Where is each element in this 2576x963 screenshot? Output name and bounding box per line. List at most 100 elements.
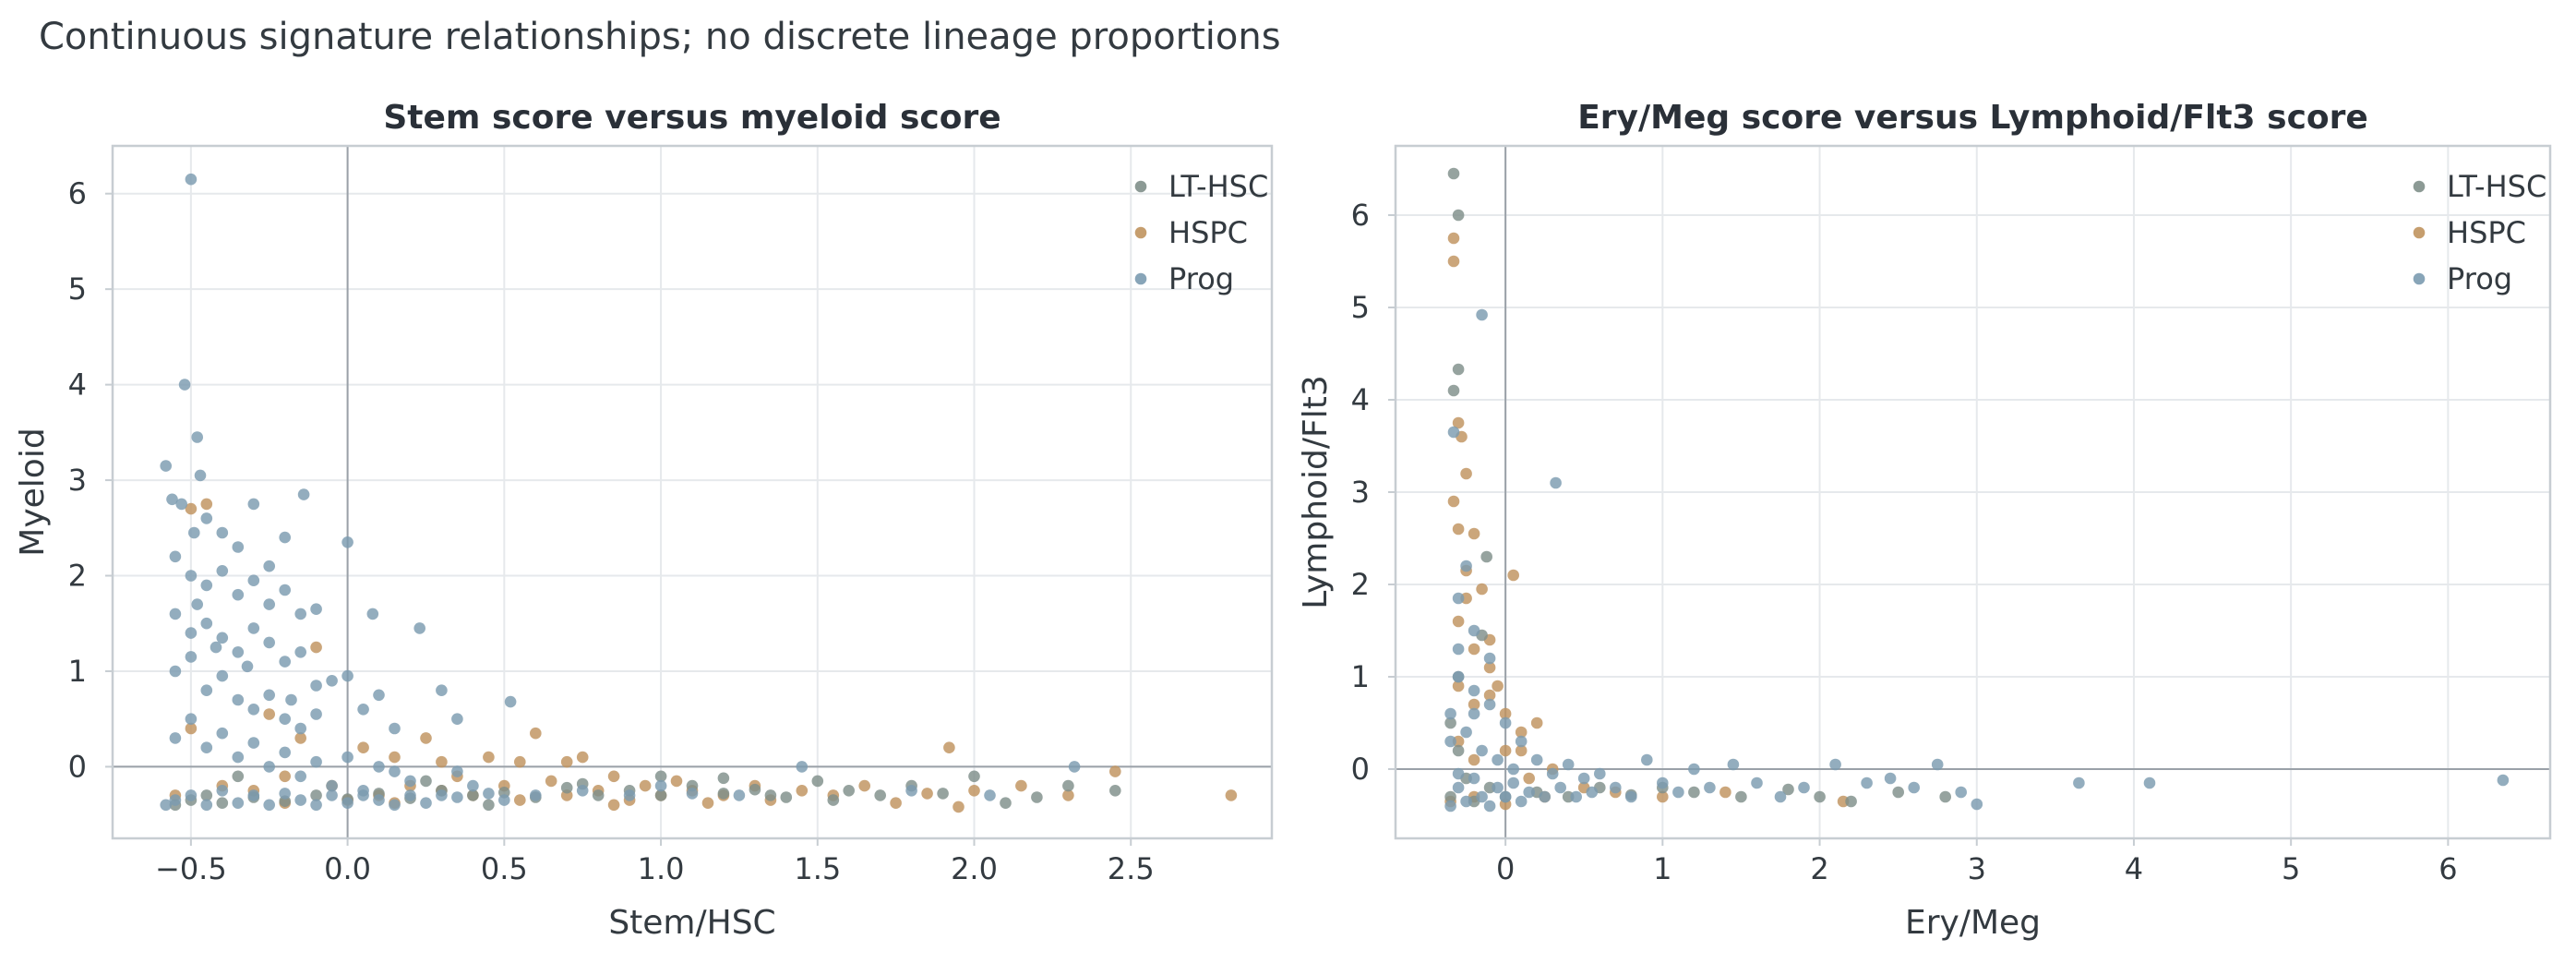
x-tick-label: 1.0	[638, 851, 685, 886]
scatter-point-prog	[1492, 781, 1504, 794]
scatter-point-lt-hsc	[467, 789, 479, 801]
scatter-point-prog	[263, 799, 276, 812]
scatter-point-prog	[263, 689, 276, 702]
scatter-point-prog	[373, 761, 385, 773]
scatter-point-prog	[1468, 707, 1480, 720]
scatter-point-prog	[1955, 786, 1967, 799]
scatter-point-prog	[1483, 800, 1496, 813]
scatter-point-lt-hsc	[811, 775, 824, 788]
scatter-point-prog	[310, 799, 322, 812]
scatter-point-hspc	[1468, 753, 1480, 766]
legend: LT-HSC HSPC Prog	[1134, 169, 1268, 296]
legend-marker-hspc	[2413, 226, 2426, 239]
scatter-point-hspc	[1225, 789, 1238, 801]
y-tick-label: 3	[68, 463, 87, 498]
scatter-point-prog	[1562, 758, 1575, 771]
scatter-point-prog	[1483, 652, 1496, 665]
scatter-point-lt-hsc	[216, 797, 229, 809]
scatter-point-lt-hsc	[843, 785, 855, 797]
scatter-point-lt-hsc	[1031, 791, 1043, 803]
scatter-point-hspc	[890, 797, 902, 809]
scatter-point-prog	[216, 526, 229, 539]
scatter-point-prog	[1798, 781, 1810, 794]
scatter-point-prog	[294, 794, 307, 806]
scatter-point-hspc	[1499, 707, 1512, 720]
scatter-point-prog	[451, 765, 463, 777]
scatter-point-prog	[294, 722, 307, 735]
scatter-point-prog	[247, 622, 260, 634]
y-tick-label: 0	[68, 749, 87, 784]
scatter-point-lt-hsc	[717, 788, 730, 800]
scatter-point-prog	[185, 570, 198, 582]
scatter-point-prog	[185, 627, 198, 639]
scatter-point-prog	[1468, 624, 1480, 637]
scatter-point-hspc	[1460, 467, 1472, 480]
scatter-point-lt-hsc	[200, 789, 213, 801]
scatter-point-hspc	[1447, 255, 1460, 268]
scatter-point-prog	[1546, 767, 1559, 780]
scatter-point-prog	[263, 761, 276, 773]
scatter-point-prog	[247, 789, 260, 801]
x-tick-label: 2.5	[1108, 851, 1155, 886]
scatter-point-lt-hsc	[1688, 786, 1700, 799]
scatter-point-prog	[1515, 735, 1528, 748]
scatter-point-prog	[1507, 776, 1519, 789]
scatter-point-hspc	[1483, 689, 1496, 702]
scatter-point-lt-hsc	[937, 788, 949, 800]
scatter-point-prog	[1444, 800, 1456, 813]
scatter-point-hspc	[1657, 790, 1669, 803]
scatter-point-prog	[263, 636, 276, 649]
scatter-point-prog	[200, 799, 213, 812]
scatter-point-hspc	[483, 751, 495, 764]
plot-area	[113, 146, 1272, 838]
scatter-point-lt-hsc	[1452, 744, 1465, 757]
scatter-point-prog	[413, 622, 426, 634]
scatter-point-prog	[1444, 707, 1456, 720]
scatter-point-prog	[576, 785, 589, 797]
scatter-point-prog	[216, 565, 229, 577]
scatter-point-prog	[1468, 772, 1480, 785]
scatter-point-prog	[294, 646, 307, 658]
x-tick-label: 0.5	[481, 851, 528, 886]
scatter-point-prog	[263, 560, 276, 572]
scatter-point-prog	[297, 488, 310, 500]
scatter-point-prog	[357, 785, 369, 797]
scatter-point-prog	[389, 765, 401, 777]
scatter-point-hspc	[294, 732, 307, 744]
scatter-point-lt-hsc	[764, 789, 777, 801]
scatter-point-lt-hsc	[1452, 363, 1465, 376]
scatter-point-prog	[2497, 774, 2510, 787]
scatter-point-prog	[294, 770, 307, 783]
plot-frame	[111, 144, 1274, 840]
scatter-point-hspc	[1062, 789, 1074, 801]
scatter-point-prog	[654, 779, 667, 792]
scatter-point-hspc	[185, 722, 198, 735]
scatter-point-hspc	[1719, 786, 1731, 799]
y-tick-label: 5	[1351, 290, 1370, 325]
scatter-point-lt-hsc	[827, 794, 840, 806]
scatter-point-hspc	[1468, 643, 1480, 656]
scatter-point-prog	[389, 722, 401, 735]
scatter-point-lt-hsc	[968, 770, 980, 783]
y-axis-label: Lymphoid/Flt3	[1297, 375, 1335, 609]
scatter-point-prog	[389, 799, 401, 812]
scatter-point-prog	[310, 708, 322, 720]
scatter-point-prog	[247, 574, 260, 586]
scatter-point-lt-hsc	[1480, 550, 1492, 563]
scatter-point-prog	[1452, 670, 1465, 683]
scatter-point-prog	[373, 794, 385, 806]
scatter-point-prog	[169, 608, 182, 620]
scatter-point-prog	[2143, 776, 2156, 789]
y-tick-label: 6	[68, 176, 87, 211]
scatter-point-prog	[1444, 735, 1456, 748]
scatter-point-prog	[232, 646, 245, 658]
scatter-point-lt-hsc	[592, 789, 605, 801]
scatter-point-lt-hsc	[1109, 785, 1121, 797]
scatter-point-prog	[232, 541, 245, 553]
scatter-point-prog	[241, 660, 254, 673]
y-tick-label: 0	[1351, 752, 1370, 787]
scatter-point-prog	[232, 588, 245, 601]
scatter-point-hspc	[1109, 765, 1121, 777]
panel-title: Ery/Meg score versus Lymphoid/Flt3 score	[1577, 99, 2368, 137]
x-tick-label: −0.5	[155, 851, 227, 886]
